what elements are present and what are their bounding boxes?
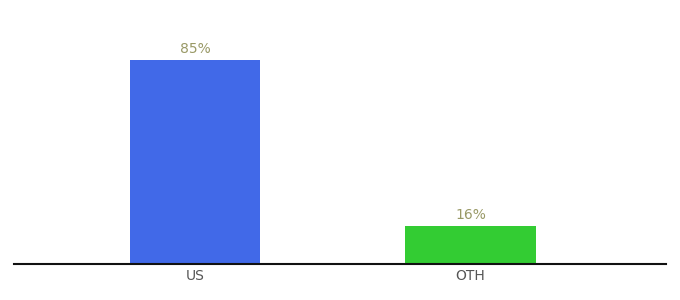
- Text: 16%: 16%: [455, 208, 486, 222]
- Text: 85%: 85%: [180, 42, 210, 56]
- Bar: [130, 60, 260, 264]
- Bar: [405, 226, 536, 264]
